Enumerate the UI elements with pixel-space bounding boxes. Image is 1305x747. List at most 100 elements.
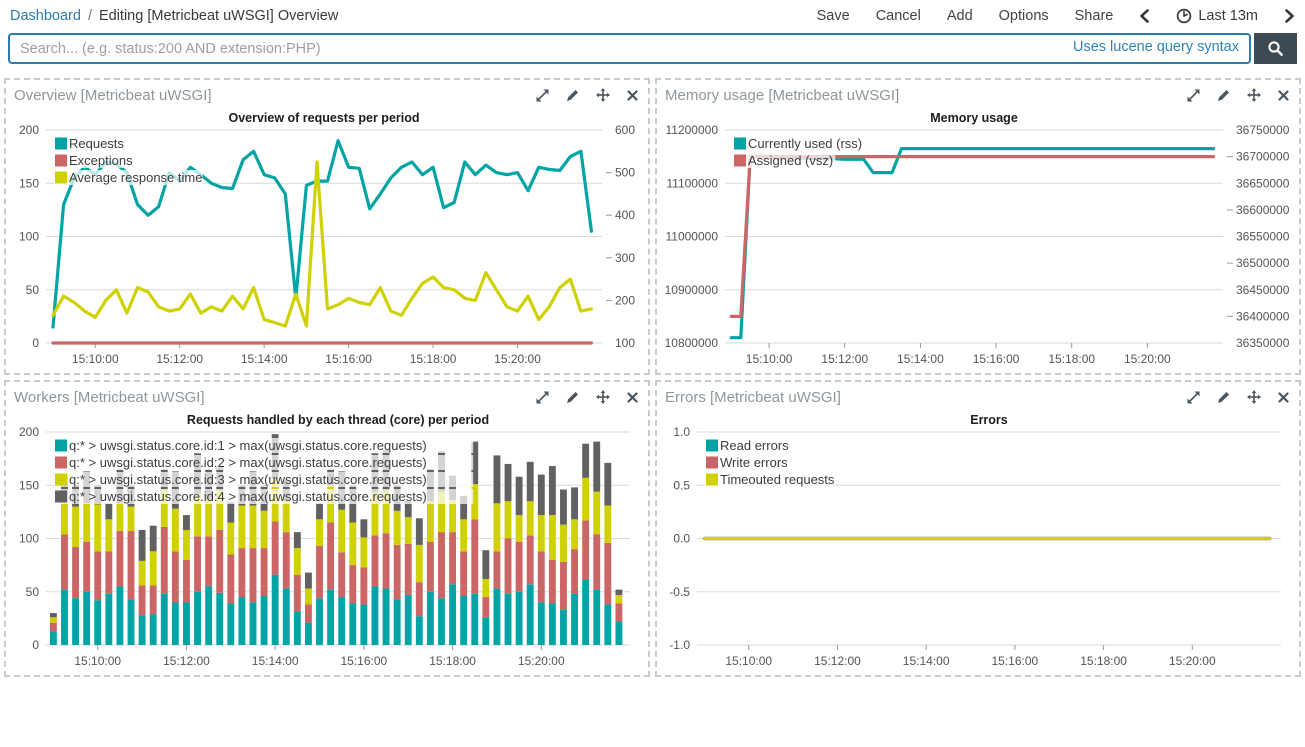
- svg-text:Currently used (rss): Currently used (rss): [748, 136, 862, 151]
- svg-text:q:* > uwsgi.status.core.id:1 >: q:* > uwsgi.status.core.id:1 > max(uwsgi…: [69, 438, 427, 453]
- top-navbar: Dashboard / Editing [Metricbeat uWSGI] O…: [0, 0, 1305, 30]
- edit-button[interactable]: [566, 89, 579, 102]
- chevron-left-icon: [1140, 9, 1150, 23]
- move-button[interactable]: [1247, 88, 1261, 102]
- expand-button[interactable]: [536, 391, 549, 404]
- svg-text:15:12:00: 15:12:00: [156, 352, 203, 366]
- close-icon: [1278, 89, 1289, 101]
- expand-icon: [536, 391, 549, 403]
- svg-text:150: 150: [19, 478, 39, 492]
- search-icon: [1268, 41, 1283, 56]
- svg-text:100: 100: [19, 532, 39, 546]
- expand-button[interactable]: [1187, 89, 1200, 102]
- svg-text:-1.0: -1.0: [669, 638, 690, 652]
- svg-text:11000000: 11000000: [666, 230, 719, 244]
- svg-text:q:* > uwsgi.status.core.id:2 >: q:* > uwsgi.status.core.id:2 > max(uwsgi…: [69, 455, 427, 470]
- share-button[interactable]: Share: [1074, 8, 1114, 24]
- svg-text:15:14:00: 15:14:00: [252, 654, 299, 668]
- svg-text:15:14:00: 15:14:00: [241, 352, 288, 366]
- save-button[interactable]: Save: [816, 8, 850, 24]
- options-button[interactable]: Options: [998, 8, 1049, 24]
- pencil-icon: [567, 89, 578, 101]
- errors-chart: Errors -1.0 -0.5 0.0 0.5 1.0 15:10:00 15:12:00 1…: [669, 413, 1281, 668]
- pencil-icon: [1218, 391, 1229, 403]
- pencil-icon: [1218, 89, 1229, 101]
- query-bar: Uses lucene query syntax: [8, 33, 1297, 64]
- svg-text:50: 50: [26, 283, 40, 297]
- svg-text:15:10:00: 15:10:00: [725, 654, 772, 668]
- svg-text:15:20:00: 15:20:00: [494, 352, 541, 366]
- panel-errors: Errors [Metricbeat uWSGI] Errors -1.0 -0.5…: [655, 380, 1301, 677]
- memory-usage-chart: Memory usage 10800000 10900000 11000000 1110…: [665, 111, 1290, 366]
- svg-text:Exceptions: Exceptions: [69, 153, 133, 168]
- close-button[interactable]: [627, 89, 638, 101]
- svg-text:15:16:00: 15:16:00: [973, 352, 1020, 366]
- move-icon: [596, 390, 610, 404]
- close-icon: [627, 89, 638, 101]
- svg-text:15:20:00: 15:20:00: [518, 654, 565, 668]
- svg-text:200: 200: [615, 293, 635, 307]
- svg-text:Read errors: Read errors: [720, 438, 789, 453]
- expand-button[interactable]: [536, 89, 549, 102]
- cancel-button[interactable]: Cancel: [875, 8, 921, 24]
- expand-icon: [1187, 391, 1200, 403]
- expand-icon: [536, 89, 549, 101]
- svg-text:36400000: 36400000: [1236, 309, 1290, 323]
- move-button[interactable]: [596, 390, 610, 404]
- breadcrumb-current: Editing [Metricbeat uWSGI] Overview: [98, 8, 339, 24]
- svg-text:500: 500: [615, 166, 635, 180]
- svg-text:15:12:00: 15:12:00: [821, 352, 868, 366]
- svg-text:Overview of requests per perio: Overview of requests per period: [228, 111, 419, 125]
- svg-text:200: 200: [19, 123, 39, 137]
- svg-text:15:14:00: 15:14:00: [903, 654, 950, 668]
- move-button[interactable]: [1247, 390, 1261, 404]
- svg-text:36450000: 36450000: [1236, 283, 1290, 297]
- svg-text:15:16:00: 15:16:00: [992, 654, 1039, 668]
- svg-text:36650000: 36650000: [1236, 176, 1290, 190]
- pencil-icon: [567, 391, 578, 403]
- panel-title: Overview [Metricbeat uWSGI]: [14, 86, 212, 104]
- svg-text:0.0: 0.0: [673, 532, 690, 546]
- svg-text:100: 100: [615, 336, 635, 350]
- chevron-right-icon: [1285, 9, 1294, 23]
- svg-text:Errors: Errors: [970, 413, 1008, 427]
- breadcrumb-separator: /: [87, 8, 92, 24]
- time-picker-button[interactable]: Last 13m: [1176, 8, 1258, 24]
- svg-text:Average response time: Average response time: [69, 170, 202, 185]
- svg-text:50: 50: [26, 585, 40, 599]
- edit-button[interactable]: [1217, 391, 1230, 404]
- close-button[interactable]: [1278, 89, 1289, 101]
- edit-button[interactable]: [1217, 89, 1230, 102]
- workers-chart: Requests handled by each thread (core) p…: [19, 413, 630, 668]
- search-button[interactable]: [1254, 33, 1297, 64]
- search-input[interactable]: [8, 33, 1251, 64]
- breadcrumb: Dashboard / Editing [Metricbeat uWSGI] O…: [10, 8, 338, 24]
- expand-button[interactable]: [1187, 391, 1200, 404]
- svg-text:15:12:00: 15:12:00: [814, 654, 861, 668]
- add-button[interactable]: Add: [946, 8, 973, 24]
- close-icon: [627, 391, 638, 403]
- edit-button[interactable]: [566, 391, 579, 404]
- svg-text:10900000: 10900000: [665, 283, 719, 297]
- svg-text:-0.5: -0.5: [669, 585, 690, 599]
- move-icon: [596, 88, 610, 102]
- svg-text:Memory usage: Memory usage: [930, 111, 1018, 125]
- close-icon: [1278, 391, 1289, 403]
- svg-text:15:18:00: 15:18:00: [1048, 352, 1095, 366]
- breadcrumb-dashboard-link[interactable]: Dashboard: [10, 8, 81, 24]
- svg-text:15:20:00: 15:20:00: [1124, 352, 1171, 366]
- svg-text:15:10:00: 15:10:00: [74, 654, 121, 668]
- close-button[interactable]: [1278, 391, 1289, 403]
- svg-text:15:18:00: 15:18:00: [429, 654, 476, 668]
- move-button[interactable]: [596, 88, 610, 102]
- svg-text:300: 300: [615, 251, 635, 265]
- overview-chart: Overview of requests per period 0 50 100 150…: [19, 111, 635, 366]
- dashboard-grid: Overview [Metricbeat uWSGI] Overview of …: [4, 78, 1301, 677]
- lucene-syntax-link[interactable]: Uses lucene query syntax: [1072, 39, 1239, 55]
- next-time-button[interactable]: [1284, 9, 1295, 23]
- svg-text:36550000: 36550000: [1236, 230, 1290, 244]
- svg-text:200: 200: [19, 425, 39, 439]
- close-button[interactable]: [627, 391, 638, 403]
- svg-text:15:20:00: 15:20:00: [1169, 654, 1216, 668]
- previous-time-button[interactable]: [1139, 9, 1150, 23]
